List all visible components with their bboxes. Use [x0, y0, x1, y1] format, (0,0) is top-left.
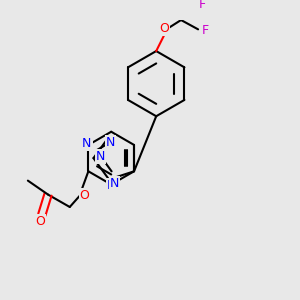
Text: O: O — [80, 189, 90, 202]
Text: O: O — [35, 215, 45, 228]
Text: N: N — [82, 137, 92, 150]
Text: N: N — [96, 150, 105, 163]
Text: F: F — [201, 24, 208, 38]
Text: N: N — [110, 177, 119, 190]
Text: N: N — [107, 179, 116, 192]
Text: F: F — [199, 0, 206, 11]
Text: O: O — [159, 22, 169, 35]
Text: N: N — [106, 136, 115, 149]
